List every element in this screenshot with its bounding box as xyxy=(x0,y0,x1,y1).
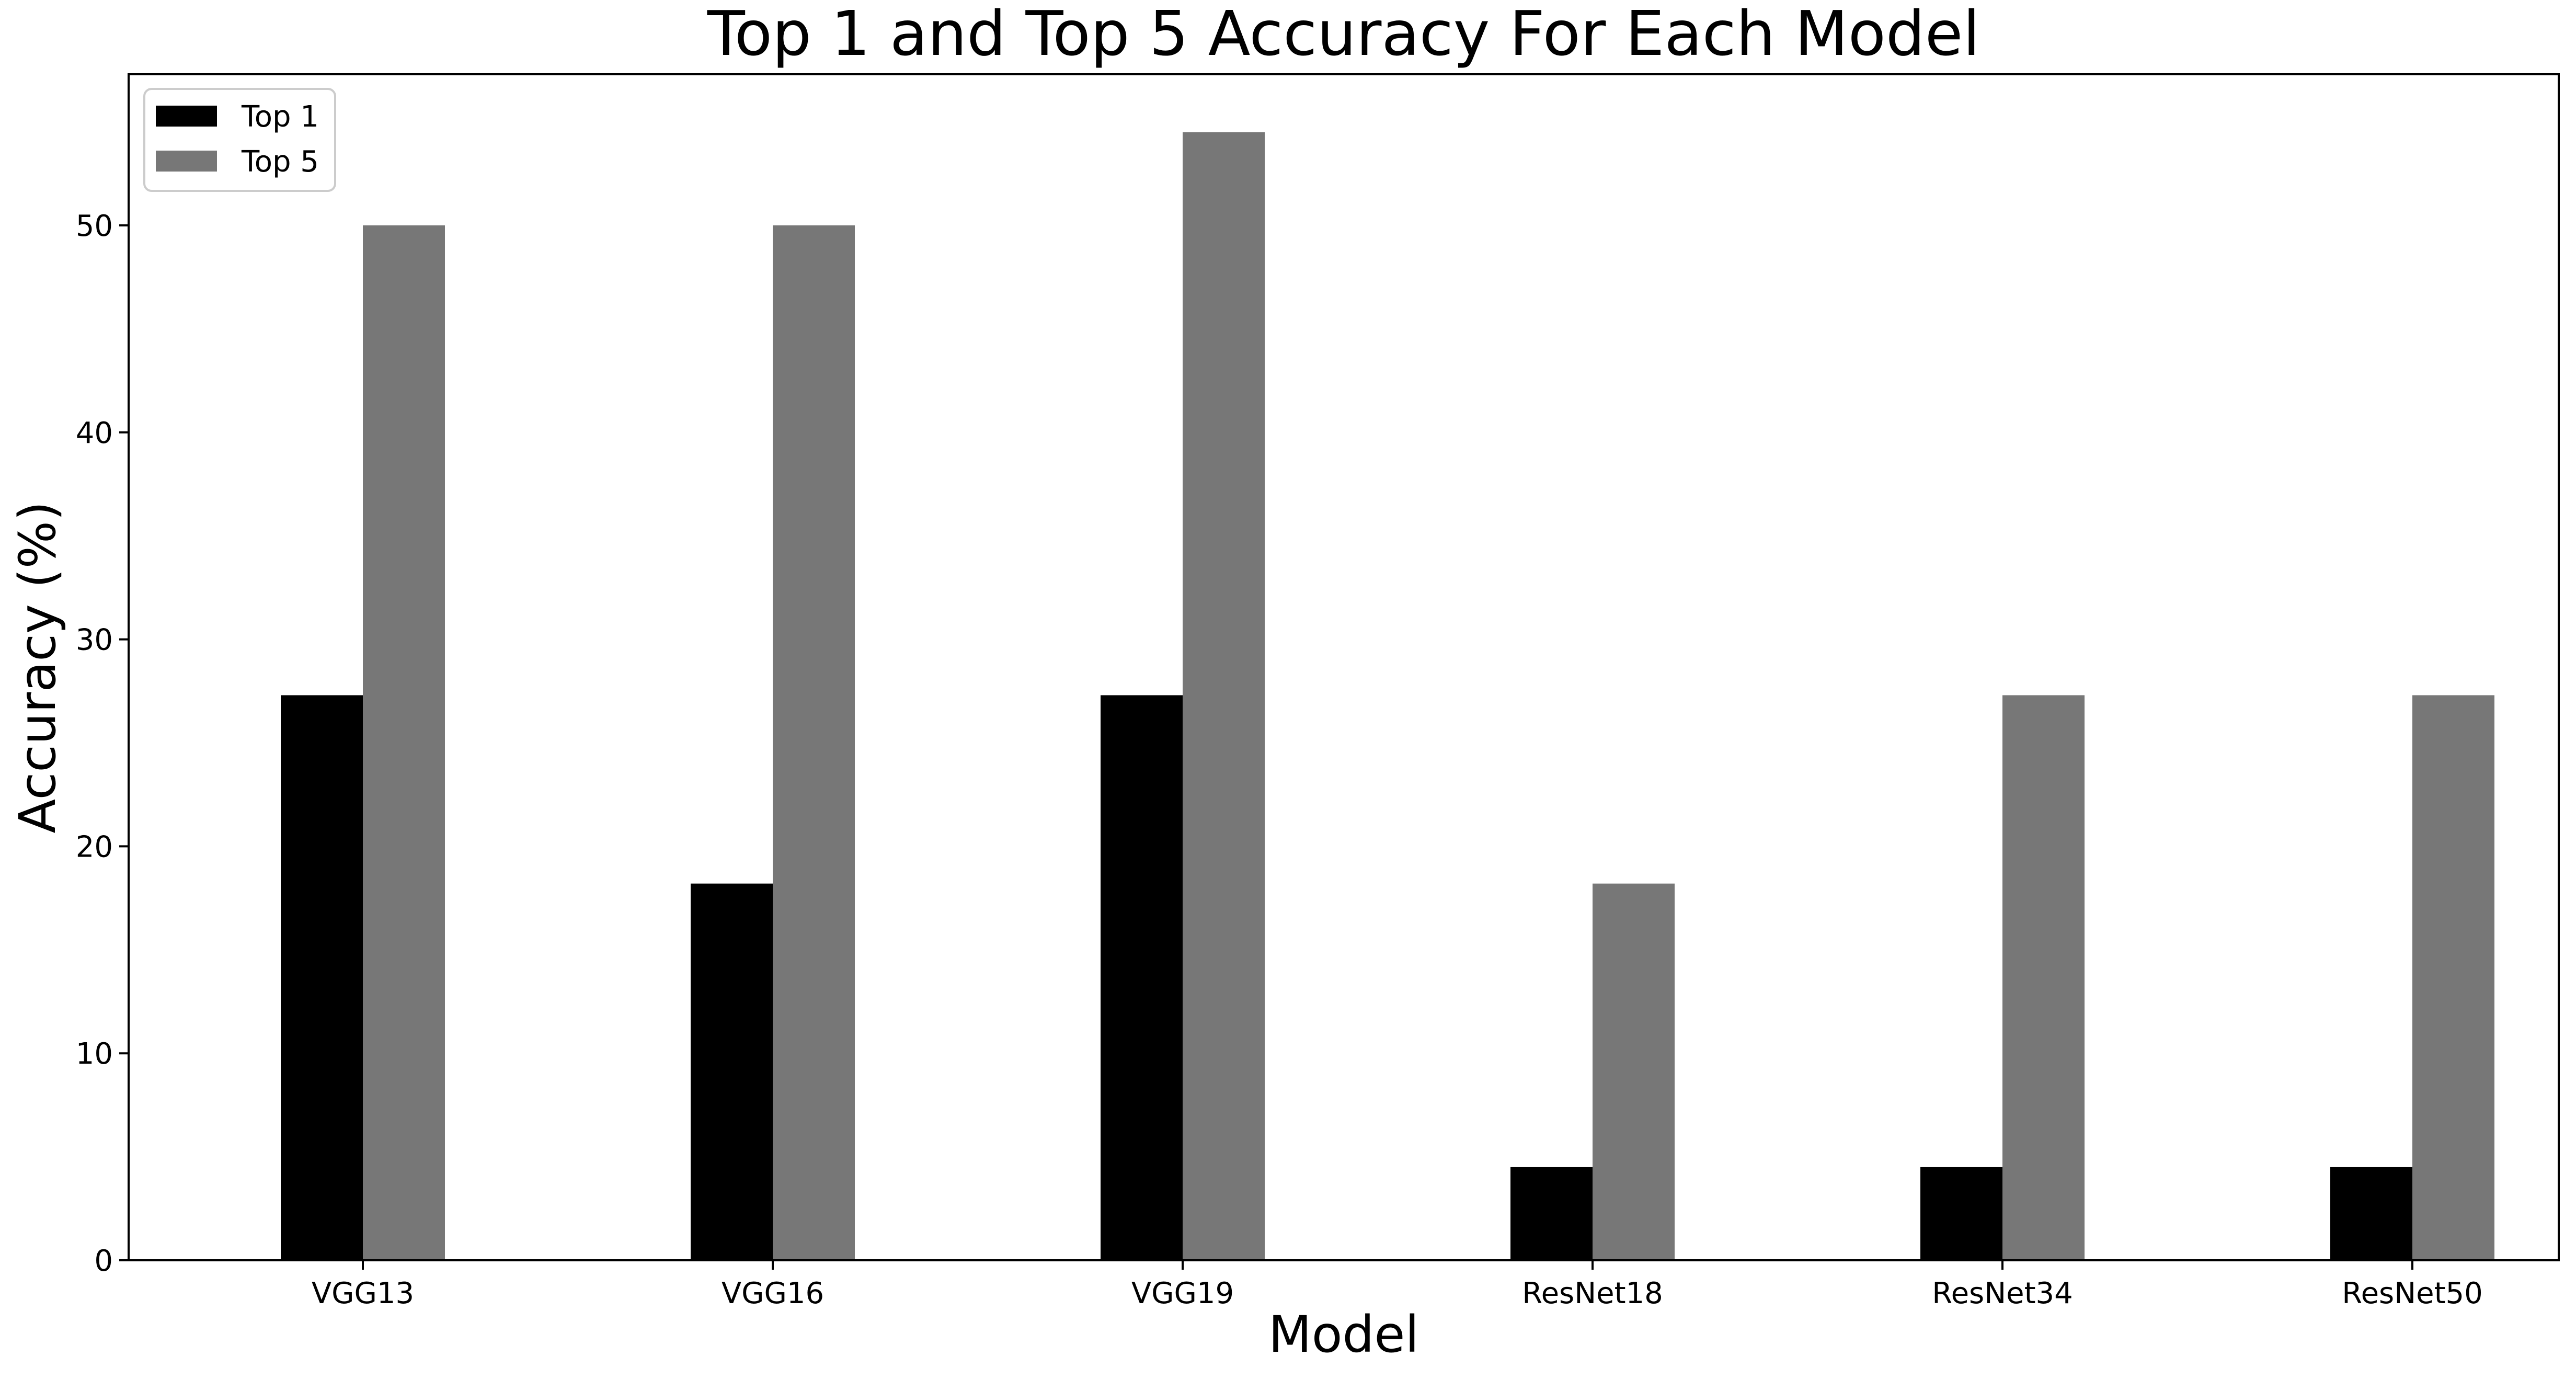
y-tick-label: 30 xyxy=(76,623,113,657)
y-axis-ticks: 0 10 20 30 40 50 xyxy=(76,209,129,1278)
x-tick-label: ResNet50 xyxy=(2342,1277,2483,1310)
x-tick-label: VGG16 xyxy=(722,1277,824,1310)
legend-swatch xyxy=(156,106,217,127)
y-tick-label: 20 xyxy=(76,830,113,864)
x-tick-label: VGG13 xyxy=(312,1277,414,1310)
x-tick-label: ResNet18 xyxy=(1522,1277,1663,1310)
y-tick-label: 40 xyxy=(76,416,113,450)
plot-frame xyxy=(128,73,2560,1261)
bar-top-5-resnet18 xyxy=(1593,883,1675,1260)
legend-label: Top 5 xyxy=(241,145,319,179)
y-tick-label: 0 xyxy=(94,1244,113,1278)
chart-title: Top 1 and Top 5 Accuracy For Each Model xyxy=(707,0,1980,70)
y-tick-label: 50 xyxy=(76,209,113,243)
bars-layer xyxy=(281,132,2494,1261)
bar-top-5-vgg16 xyxy=(773,225,855,1261)
bar-top-1-vgg13 xyxy=(281,695,363,1260)
bar-top-5-vgg19 xyxy=(1183,132,1265,1261)
legend-label: Top 1 xyxy=(241,100,319,134)
bar-top-1-resnet34 xyxy=(1920,1167,2002,1260)
legend: Top 1 Top 5 xyxy=(143,88,336,192)
bar-top-1-resnet50 xyxy=(2330,1167,2412,1260)
x-tick-label: VGG19 xyxy=(1131,1277,1234,1310)
x-tick-label: ResNet34 xyxy=(1932,1277,2073,1310)
bar-top-1-resnet18 xyxy=(1510,1167,1593,1260)
bar-top-5-resnet34 xyxy=(2002,695,2085,1260)
bar-top-1-vgg16 xyxy=(691,883,773,1260)
bar-top-5-resnet50 xyxy=(2412,695,2494,1260)
bar-top-1-vgg19 xyxy=(1101,695,1183,1260)
bar-top-5-vgg13 xyxy=(363,225,445,1261)
y-axis-label: Accuracy (%) xyxy=(8,502,67,834)
y-tick-label: 10 xyxy=(76,1037,113,1071)
x-axis-ticks: VGG13 VGG16 VGG19 ResNet18 ResNet34 ResNet50 xyxy=(312,1260,2483,1310)
legend-swatch xyxy=(156,151,217,172)
x-axis-label: Model xyxy=(1268,1305,1419,1364)
